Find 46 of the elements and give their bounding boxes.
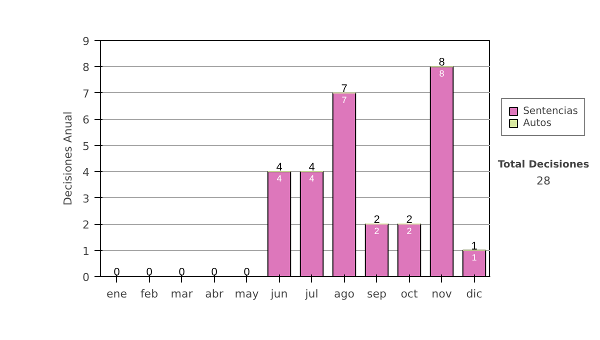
y-tick-label: 5 [82, 140, 90, 153]
x-tick-label: nov [432, 288, 452, 300]
total-label: 2 [406, 214, 412, 226]
total-label: 0 [146, 266, 152, 278]
data-label: 2 [406, 226, 412, 236]
data-label: 8 [439, 68, 444, 79]
x-tick-label: sep [367, 288, 387, 300]
y-tick-label: 7 [82, 87, 90, 100]
x-tick-label: jun [270, 288, 288, 300]
total-label: 4 [276, 162, 282, 174]
y-tick-label: 3 [82, 192, 90, 206]
total-label: 0 [244, 266, 250, 278]
total-label: 4 [308, 162, 315, 174]
y-tick-label: 4 [82, 166, 90, 180]
text: 28 [536, 174, 550, 188]
total-label: 1 [471, 240, 478, 252]
x-tick-label: mar [170, 288, 194, 300]
legend-label: Autos [523, 117, 552, 129]
total-label: 7 [341, 82, 348, 95]
data-label: 4 [276, 174, 282, 184]
y-tick-label: 6 [82, 114, 90, 127]
legend-label: Sentencias [523, 105, 578, 117]
total-label: 0 [211, 266, 218, 278]
x-tick-label: may [234, 288, 260, 300]
x-tick-label: ago [334, 288, 355, 300]
data-label: 7 [342, 94, 347, 105]
x-tick-label: jul [304, 288, 318, 300]
x-tick-label: feb [140, 288, 158, 300]
x-tick-label: oct [400, 288, 418, 300]
y-axis-title: Decisiones Anual [62, 111, 74, 206]
y-tick-label: 8 [82, 61, 90, 74]
total-label: 8 [438, 56, 445, 69]
text: Total Decisiones [498, 159, 590, 170]
data-label: 2 [374, 226, 380, 236]
y-tick-label: 9 [82, 35, 90, 48]
y-tick-label: 1 [82, 244, 90, 258]
x-tick-label: abr [205, 288, 224, 300]
total-label: 0 [178, 266, 185, 278]
total-label: 0 [114, 266, 120, 278]
y-tick-label: 0 [82, 271, 90, 284]
data-label: 4 [309, 174, 314, 184]
data-label: 1 [472, 252, 477, 262]
x-tick-label: ene [106, 288, 128, 300]
x-tick-label: dic [466, 288, 482, 300]
total-label: 2 [374, 214, 380, 226]
y-tick-label: 2 [82, 218, 90, 232]
